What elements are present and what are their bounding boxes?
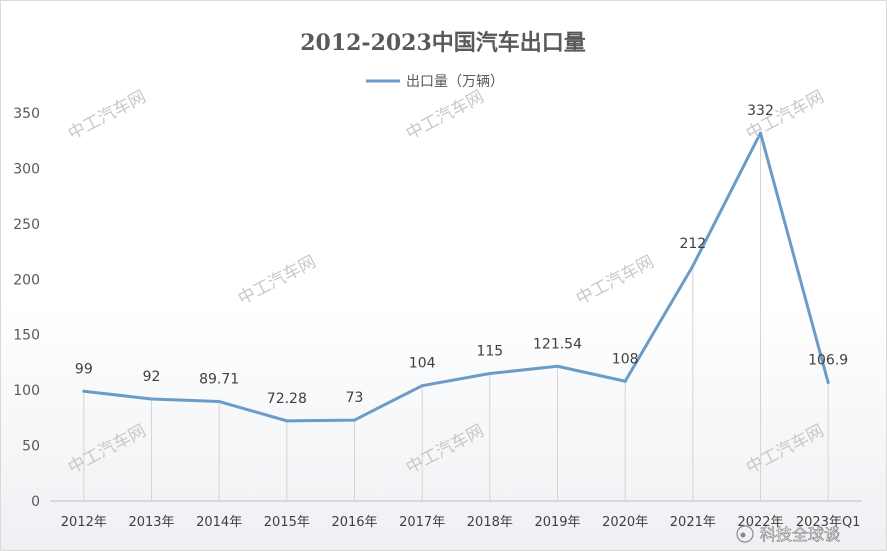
drop-lines bbox=[83, 132, 829, 501]
watermark-text: 中工汽车网 bbox=[403, 87, 487, 145]
x-tick-label: 2020年 bbox=[602, 515, 648, 530]
credit-watermark: 科技全球谈 bbox=[736, 525, 840, 544]
y-tick-label: 150 bbox=[13, 328, 40, 344]
data-point bbox=[623, 379, 627, 383]
x-tick-label: 2015年 bbox=[264, 515, 310, 530]
data-label: 92 bbox=[143, 369, 161, 385]
data-label: 104 bbox=[409, 356, 436, 372]
x-tick-label: 2018年 bbox=[467, 515, 513, 530]
data-point bbox=[691, 264, 695, 268]
data-point bbox=[420, 384, 424, 388]
y-tick-label: 350 bbox=[13, 106, 40, 122]
data-point bbox=[150, 397, 153, 401]
series-line bbox=[82, 131, 830, 423]
data-labels: 99 92 89.71 72.28 73 104 115 121.54 108 212 332 106… bbox=[75, 103, 848, 407]
data-label: 73 bbox=[346, 390, 364, 406]
y-tick-label: 300 bbox=[13, 161, 40, 177]
data-point bbox=[488, 372, 492, 376]
chart-title: 2012-2023中国汽车出口量 bbox=[300, 30, 586, 56]
x-tick-labels: 2012年 2013年 2014年 2015年 2016年 2017年 2018年 2019年… bbox=[61, 515, 861, 530]
x-tick-label: 2023年Q1 bbox=[796, 515, 861, 530]
legend-label: 出口量（万辆） bbox=[406, 74, 504, 90]
legend: 出口量（万辆） bbox=[366, 74, 504, 90]
credit-text: 科技全球谈 bbox=[760, 525, 840, 544]
data-label: 212 bbox=[679, 236, 706, 252]
data-label: 106.9 bbox=[808, 352, 848, 368]
data-point bbox=[285, 419, 289, 423]
y-tick-label: 200 bbox=[13, 272, 40, 288]
watermark-text: 中工汽车网 bbox=[743, 421, 827, 479]
watermark-text: 中工汽车网 bbox=[235, 252, 319, 310]
data-label: 72.28 bbox=[267, 391, 307, 407]
data-label: 115 bbox=[476, 344, 503, 360]
y-tick-label: 0 bbox=[31, 494, 40, 510]
data-point bbox=[82, 389, 86, 393]
weibo-icon bbox=[736, 525, 754, 543]
data-label: 89.71 bbox=[199, 372, 239, 388]
x-tick-label: 2016年 bbox=[331, 515, 377, 530]
x-tick-label: 2014年 bbox=[196, 515, 242, 530]
watermark-text: 中工汽车网 bbox=[403, 421, 487, 479]
data-label: 108 bbox=[612, 351, 639, 367]
y-tick-label: 50 bbox=[22, 439, 40, 455]
data-label: 332 bbox=[747, 103, 774, 119]
data-point bbox=[556, 364, 559, 368]
y-tick-labels: 0 50 100 150 200 250 300 350 bbox=[13, 106, 40, 510]
data-point bbox=[217, 400, 221, 404]
data-point bbox=[759, 131, 762, 135]
x-tick-label: 2017年 bbox=[399, 515, 445, 530]
x-tick-label: 2012年 bbox=[61, 515, 107, 530]
watermarks: 中工汽车网 中工汽车网 中工汽车网 中工汽车网 中工汽车网 中工汽车网 中工汽车… bbox=[65, 87, 827, 479]
weibo-icon-eye bbox=[740, 532, 746, 538]
data-label: 99 bbox=[75, 361, 93, 377]
x-tick-label: 2021年 bbox=[670, 515, 716, 530]
y-tick-label: 100 bbox=[13, 383, 40, 399]
data-label: 121.54 bbox=[533, 336, 582, 352]
watermark-text: 中工汽车网 bbox=[65, 421, 149, 479]
series-line-path bbox=[82, 131, 830, 423]
x-tick-label: 2022年 bbox=[737, 515, 783, 530]
watermark-text: 中工汽车网 bbox=[65, 87, 149, 145]
data-point bbox=[826, 380, 830, 384]
x-tick-label: 2013年 bbox=[128, 515, 174, 530]
data-point bbox=[353, 418, 356, 422]
x-tick-label: 2019年 bbox=[534, 515, 580, 530]
y-tick-label: 250 bbox=[13, 217, 40, 233]
watermark-text: 中工汽车网 bbox=[573, 252, 657, 310]
